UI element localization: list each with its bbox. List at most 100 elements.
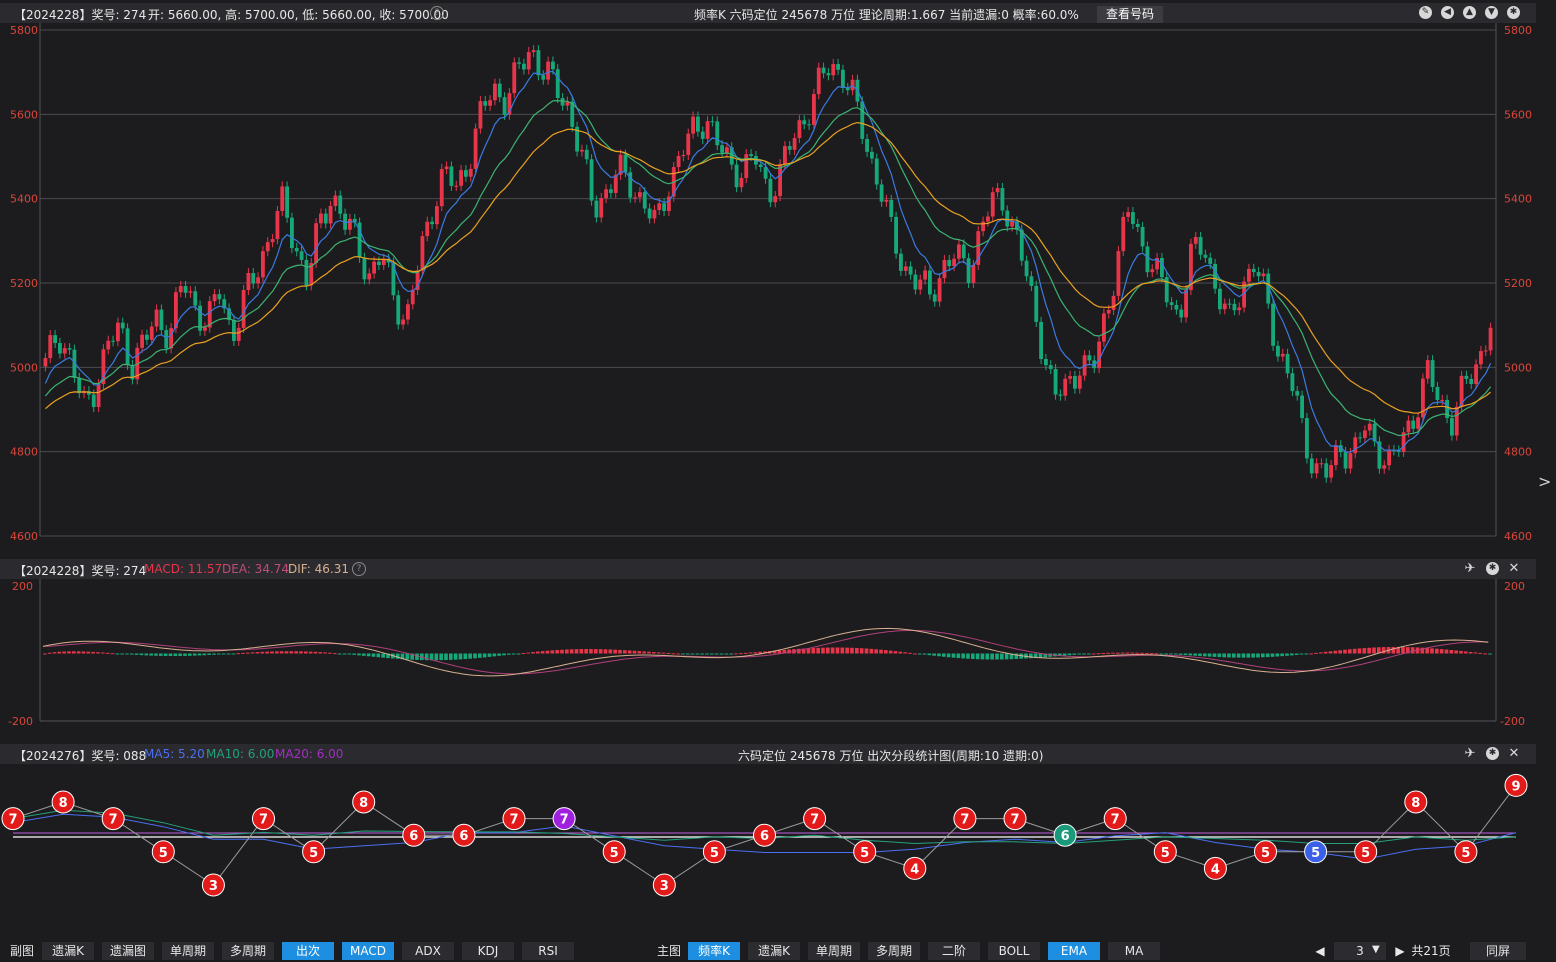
chevron-down-icon[interactable]: ▼ [1372,944,1380,955]
candle-body [696,116,700,132]
macd-histogram-bar [381,653,385,658]
macd-histogram-bar [598,649,603,654]
main-tab-4[interactable]: 多周期 [868,942,920,960]
macd-histogram-bar [371,653,376,657]
candle-body [1053,368,1058,395]
chevron-right-icon[interactable]: > [1538,472,1552,491]
candle-body [710,121,715,123]
candle-body [468,168,473,177]
pin-icon[interactable]: ✈ [1464,561,1476,576]
macd-histogram-bar [415,653,419,660]
sub-tab-3[interactable]: 单周期 [162,942,214,960]
settings-gear-icon[interactable]: ✱ [1486,747,1499,760]
settings-gear-icon[interactable]: ✱ [1507,6,1520,19]
ma10-value: MA10: 6.00 [206,747,275,761]
macd-chart[interactable]: 200 -200 200 -200 [0,579,1536,729]
candle-body [1121,216,1126,252]
up-arrow-icon[interactable]: ▲ [1463,6,1476,19]
main-tab-6[interactable]: BOLL [988,942,1040,960]
macd-histogram-bar [797,648,801,654]
macd-histogram-bar [1222,653,1226,658]
main-period-info: 【2024228】奖号: 274 [14,8,147,22]
count-point: 5 [702,840,726,864]
main-tab-2[interactable]: 遗漏K [748,942,800,960]
sub-tab-8[interactable]: KDJ [462,942,514,960]
macd-histogram-bar [1483,653,1487,655]
count-point: 6 [452,823,476,847]
candle-body [319,213,323,224]
sync-screen-button[interactable]: 同屏 [1470,942,1526,960]
close-icon[interactable]: ✕ [1508,746,1520,761]
candle-body [367,273,372,280]
down-arrow-icon[interactable]: ▼ [1485,6,1498,19]
candle-body [125,328,130,365]
macd-histogram-bar [395,653,400,659]
macd-histogram-bar [386,653,390,659]
candle-body [797,120,802,139]
page-select[interactable]: 3 [1334,942,1386,960]
sub-tab-4[interactable]: 多周期 [222,942,274,960]
prev-page-icon[interactable]: ◀ [1315,944,1325,958]
pin-icon[interactable]: ✈ [1464,746,1476,761]
macd-histogram-bar [1328,651,1333,654]
candle-body [58,343,62,354]
macd-histogram-bar [91,651,95,654]
candle-body [507,93,512,115]
dea-line [42,629,1489,675]
macd-histogram-bar [656,652,661,654]
sub-tab-6[interactable]: MACD [342,942,394,960]
candle-body [1256,272,1261,277]
main-tab-1[interactable]: 频率K [688,942,740,960]
macd-histogram-bar [1319,652,1323,654]
y-axis-label-right: 4600 [1504,530,1532,543]
macd-histogram-bar [197,653,202,656]
macd-histogram-bar [850,647,854,654]
main-candlestick-chart[interactable]: 5800 5800 5600 5600 5400 5400 5200 5200 5000 5000… [0,23,1536,545]
main-tab-8[interactable]: MA [1108,942,1160,960]
view-numbers-button[interactable]: 查看号码 [1097,6,1163,23]
macd-histogram-bar [642,651,646,654]
count-scatter-chart[interactable]: 7 8 7 5 3 7 5 8 6 6 7 7 5 3 5 6 7 5 4 7 7 6 7 5 4 5 5 5 8 5 9 [0,765,1536,937]
candle-body [1309,458,1314,474]
candle-body [1092,360,1097,369]
macd-histogram-bar [444,653,448,661]
y-axis-label-left: 4600 [10,530,38,543]
close-icon[interactable]: ✕ [1508,561,1520,576]
macd-histogram-bar [705,653,709,655]
sub-tab-7[interactable]: ADX [402,942,454,960]
candle-body [541,75,546,80]
macd-histogram-bar [134,653,139,655]
sub-tab-2[interactable]: 遗漏图 [102,942,154,960]
candle-body [575,126,579,152]
macd-histogram-bar [1004,653,1009,660]
macd-histogram-bar [946,653,951,658]
ema-line-1 [44,70,1492,453]
sub-tab-9[interactable]: RSI [522,942,574,960]
help-icon[interactable]: ? [430,6,444,20]
main-tab-5[interactable]: 二阶 [928,942,980,960]
next-page-icon[interactable]: ▶ [1395,944,1405,958]
macd-histogram-bar [1203,653,1207,657]
svg-text:8: 8 [1411,796,1420,811]
candle-body [67,348,72,350]
main-tab-7[interactable]: EMA [1048,942,1100,960]
svg-text:5: 5 [710,846,719,861]
macd-histogram-bar [1227,653,1231,658]
macd-histogram-bar [545,650,550,654]
candle-body [48,335,53,359]
candle-body [1116,251,1121,296]
edit-icon[interactable]: ✎ [1419,6,1432,19]
macd-histogram-bar [1159,653,1164,655]
sub-tab-5[interactable]: 出次 [282,942,334,960]
main-tab-3[interactable]: 单周期 [808,942,860,960]
candle-body [227,308,231,320]
left-arrow-icon[interactable]: ◀ [1441,6,1454,19]
sub-tab-1[interactable]: 遗漏K [42,942,94,960]
settings-gear-icon[interactable]: ✱ [1486,562,1499,575]
macd-histogram-bar [763,651,767,654]
macd-axis-bottom-right: -200 [1500,715,1525,728]
y-axis-label-right: 5200 [1504,277,1532,290]
macd-histogram-bar [990,653,994,660]
candle-body [106,340,111,350]
help-icon[interactable]: ? [352,562,366,576]
